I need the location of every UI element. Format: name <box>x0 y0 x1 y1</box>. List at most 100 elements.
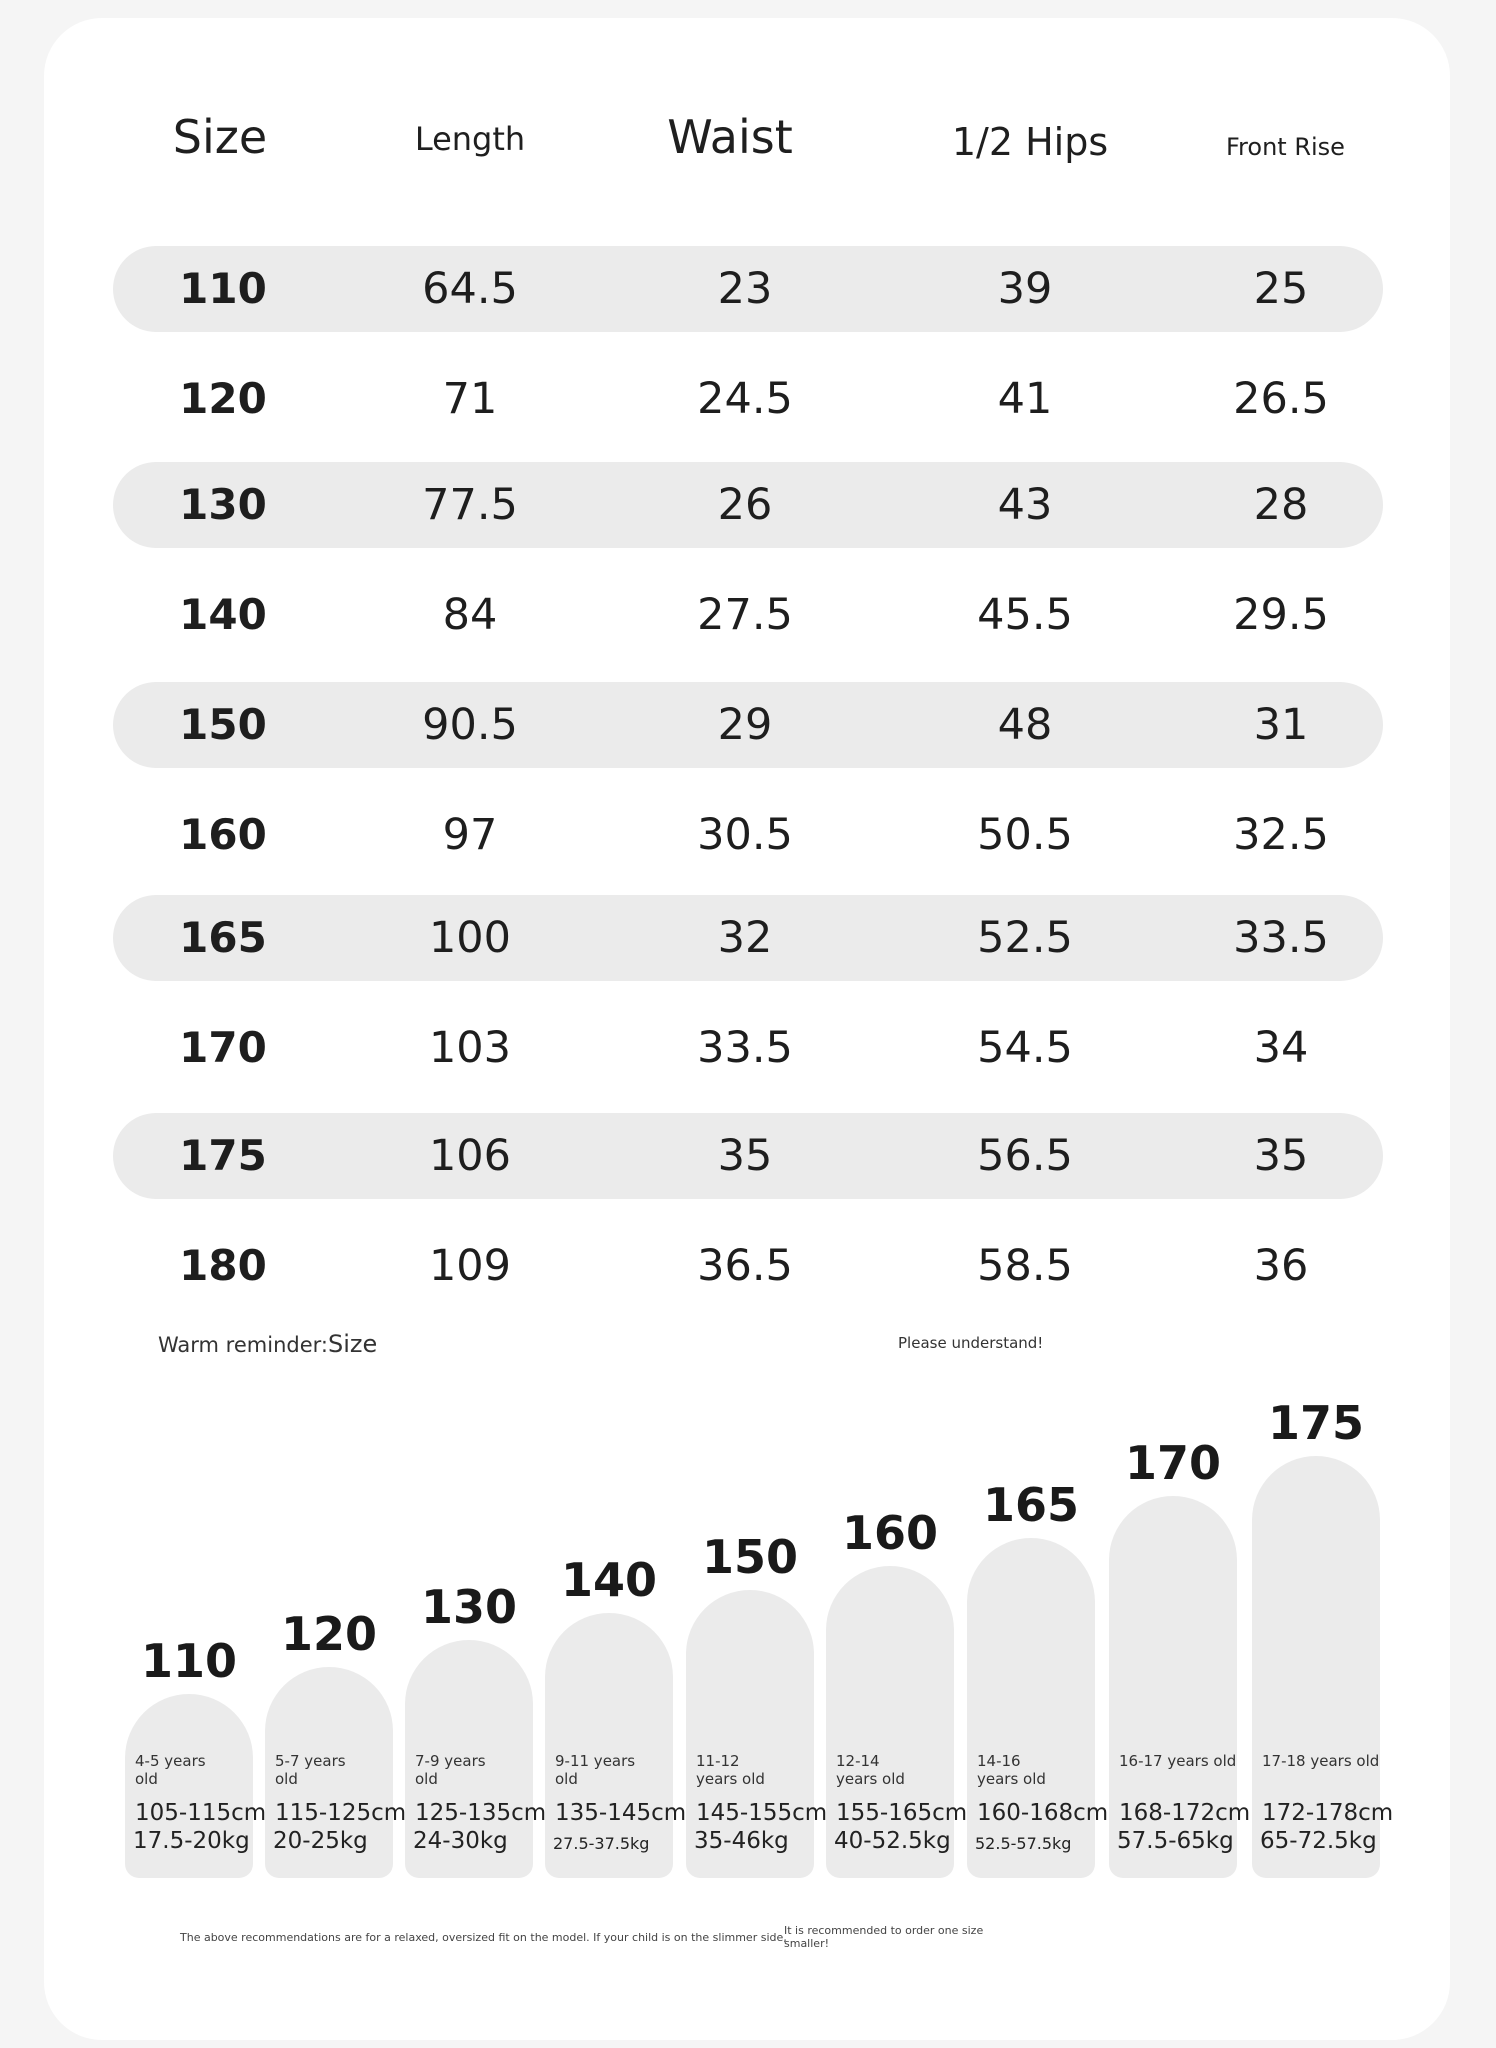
cell-size: 110 <box>179 264 267 313</box>
cell-rise: 36 <box>1253 1241 1309 1291</box>
size-guide-pill <box>686 1590 814 1878</box>
cell-rise: 34 <box>1253 1023 1309 1073</box>
table-row: 150 90.5 29 48 31 <box>113 682 1383 768</box>
cell-waist: 36.5 <box>697 1241 793 1291</box>
cell-rise: 29.5 <box>1233 590 1329 640</box>
size-guide-weight: 65-72.5kg <box>1260 1828 1377 1854</box>
size-guide-age: 7-9 years old <box>415 1752 486 1788</box>
cell-length: 103 <box>428 1023 512 1073</box>
size-guide-age: 17-18 years old <box>1262 1752 1380 1770</box>
cell-hips: 45.5 <box>977 590 1073 640</box>
size-guide-height: 105-115cm <box>135 1800 267 1826</box>
table-row: 170 103 33.5 54.5 34 <box>113 1005 1383 1091</box>
cell-hips: 43 <box>997 480 1053 530</box>
cell-length: 90.5 <box>422 700 518 750</box>
warm-reminder: Warm reminder:Size <box>158 1330 377 1358</box>
cell-length: 97 <box>442 810 498 860</box>
cell-size: 175 <box>179 1131 267 1180</box>
size-guide-weight: 27.5-37.5kg <box>553 1834 650 1853</box>
size-guide-label: 140 <box>560 1553 658 1607</box>
cell-hips: 41 <box>997 374 1053 424</box>
size-guide-height: 145-155cm <box>696 1800 828 1826</box>
table-row: 120 71 24.5 41 26.5 <box>113 356 1383 442</box>
size-guide-age: 11-12 years old <box>696 1752 765 1788</box>
table-row: 110 64.5 23 39 25 <box>113 246 1383 332</box>
cell-rise: 33.5 <box>1233 913 1329 963</box>
cell-hips: 50.5 <box>977 810 1073 860</box>
size-guide-height: 115-125cm <box>275 1800 407 1826</box>
table-row: 175 106 35 56.5 35 <box>113 1113 1383 1199</box>
cell-size: 170 <box>179 1023 267 1072</box>
cell-size: 180 <box>179 1241 267 1290</box>
cell-size: 160 <box>179 810 267 859</box>
cell-length: 109 <box>428 1241 512 1291</box>
size-guide-age: 5-7 years old <box>275 1752 346 1788</box>
header-length: Length <box>414 120 526 158</box>
cell-waist: 29 <box>717 700 773 750</box>
cell-length: 64.5 <box>422 264 518 314</box>
size-guide-label: 150 <box>701 1530 799 1584</box>
size-guide-weight: 52.5-57.5kg <box>975 1834 1072 1853</box>
cell-rise: 35 <box>1253 1131 1309 1181</box>
size-guide-label: 175 <box>1267 1396 1365 1450</box>
size-guide-weight: 35-46kg <box>694 1828 789 1854</box>
size-guide-height: 172-178cm <box>1262 1800 1394 1826</box>
size-guide-weight: 24-30kg <box>413 1828 508 1854</box>
size-guide-pill <box>1109 1496 1237 1878</box>
size-guide-label: 110 <box>140 1634 238 1688</box>
size-guide-age: 9-11 years old <box>555 1752 636 1788</box>
size-guide-pill <box>967 1538 1095 1878</box>
cell-rise: 28 <box>1253 480 1309 530</box>
size-guide-label: 170 <box>1124 1436 1222 1490</box>
cell-hips: 52.5 <box>977 913 1073 963</box>
cell-rise: 26.5 <box>1233 374 1329 424</box>
cell-waist: 24.5 <box>697 374 793 424</box>
footer-note-left: The above recommendations are for a rela… <box>180 1931 787 1944</box>
size-guide-height: 125-135cm <box>415 1800 547 1826</box>
footer-note-right: It is recommended to order one size smal… <box>784 1924 984 1950</box>
cell-waist: 32 <box>717 913 773 963</box>
size-guide-pill <box>826 1566 954 1878</box>
size-guide-pill <box>545 1613 673 1878</box>
size-guide-weight: 40-52.5kg <box>834 1828 951 1854</box>
size-guide-label: 165 <box>982 1478 1080 1532</box>
size-guide-age: 4-5 years old <box>135 1752 206 1788</box>
size-guide-label: 120 <box>280 1607 378 1661</box>
size-guide-height: 155-165cm <box>836 1800 968 1826</box>
cell-waist: 27.5 <box>697 590 793 640</box>
cell-size: 140 <box>179 590 267 639</box>
size-guide-label: 130 <box>420 1580 518 1634</box>
size-guide-weight: 17.5-20kg <box>133 1828 250 1854</box>
cell-size: 165 <box>179 913 267 962</box>
cell-length: 84 <box>442 590 498 640</box>
cell-length: 71 <box>442 374 498 424</box>
table-row: 140 84 27.5 45.5 29.5 <box>113 572 1383 658</box>
please-understand-note: Please understand! <box>898 1334 1044 1352</box>
size-guide-height: 160-168cm <box>977 1800 1109 1826</box>
cell-rise: 25 <box>1253 264 1309 314</box>
cell-rise: 31 <box>1253 700 1309 750</box>
cell-size: 130 <box>179 480 267 529</box>
size-guide-age: 14-16 years old <box>977 1752 1046 1788</box>
table-row: 165 100 32 52.5 33.5 <box>113 895 1383 981</box>
cell-rise: 32.5 <box>1233 810 1329 860</box>
warm-reminder-label: Warm reminder: <box>158 1333 328 1357</box>
size-guide-weight: 57.5-65kg <box>1117 1828 1234 1854</box>
table-row: 160 97 30.5 50.5 32.5 <box>113 792 1383 878</box>
size-guide-height: 135-145cm <box>555 1800 687 1826</box>
cell-waist: 35 <box>717 1131 773 1181</box>
cell-hips: 48 <box>997 700 1053 750</box>
size-guide-pill <box>1252 1456 1380 1878</box>
size-guide-pill <box>265 1667 393 1878</box>
cell-hips: 39 <box>997 264 1053 314</box>
cell-waist: 30.5 <box>697 810 793 860</box>
cell-waist: 23 <box>717 264 773 314</box>
size-guide-pill <box>125 1694 253 1878</box>
size-guide-age: 16-17 years old <box>1119 1752 1237 1770</box>
size-guide-age: 12-14 years old <box>836 1752 905 1788</box>
size-guide-label: 160 <box>841 1506 939 1560</box>
cell-waist: 33.5 <box>697 1023 793 1073</box>
header-front-rise: Front Rise <box>1226 133 1345 161</box>
cell-hips: 54.5 <box>977 1023 1073 1073</box>
cell-size: 120 <box>179 374 267 423</box>
